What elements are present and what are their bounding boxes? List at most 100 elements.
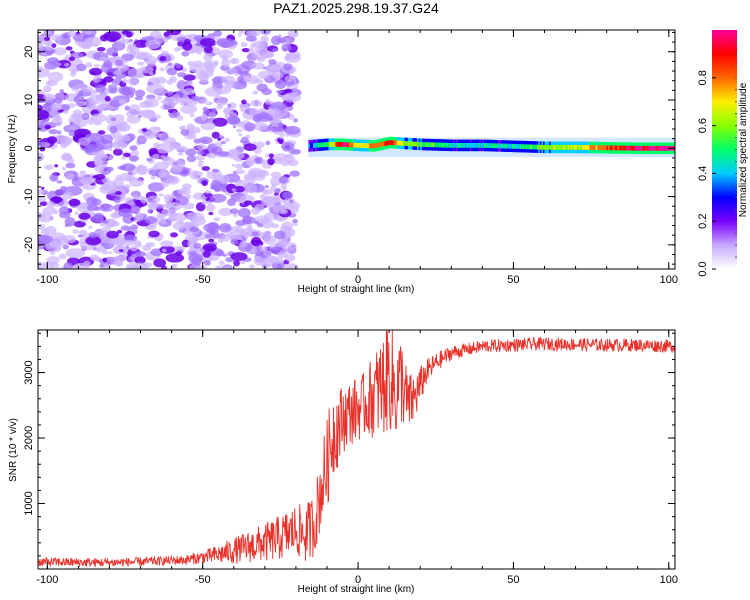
noise-speckle [245,134,251,139]
signal-band-core [376,142,379,148]
noise-speckle [273,204,287,214]
noise-speckle [214,141,223,148]
noise-speckle [229,208,239,215]
noise-speckle [276,90,283,94]
noise-speckle [38,124,44,130]
signal-band-core [367,143,370,149]
noise-speckle [156,96,162,101]
noise-speckle [117,99,127,104]
noise-speckle [38,234,53,245]
signal-band-core [328,142,331,147]
noise-speckle [50,34,63,41]
signal-band-core [435,142,438,148]
noise-speckle [256,83,268,92]
noise-speckle [270,176,282,187]
signal-band-core [420,142,423,147]
noise-speckle [279,133,286,137]
noise-speckle [113,255,125,262]
noise-speckle [141,128,148,132]
noise-speckle [260,30,272,35]
chart-title: PAZ1.2025.298.19.37.G24 [273,0,439,16]
noise-speckle [230,239,239,245]
signal-band-core [454,142,457,148]
noise-speckle [112,56,125,67]
signal-band-core [653,145,656,151]
noise-speckle [110,83,117,87]
signal-band-core [457,142,460,148]
noise-speckle [71,86,80,92]
signal-band-core [532,144,535,150]
noise-speckle [133,39,149,48]
noise-speckle [40,186,45,190]
noise-speckle [64,63,70,67]
signal-band-core [522,144,525,150]
noise-speckle [99,264,104,268]
noise-speckle [62,244,69,250]
signal-band-core [595,145,598,151]
signal-band-core [493,143,496,149]
noise-speckle [188,251,198,256]
noise-speckle [265,99,270,102]
signal-band-core [500,143,504,149]
signal-band-core [637,145,640,151]
noise-speckle [126,115,141,124]
noise-speckle [207,222,219,230]
noise-speckle [180,104,198,114]
noise-speckle [44,261,54,269]
signal-band-core [365,143,368,149]
noise-speckle [166,176,180,185]
noise-speckle [161,248,167,253]
signal-band-core [528,144,532,150]
noise-speckle [240,42,248,48]
signal-band-core [609,145,612,151]
noise-speckle [232,125,237,129]
noise-speckles [38,30,302,269]
noise-speckle [252,154,259,159]
signal-band-core [479,142,482,148]
noise-speckle [148,230,160,238]
noise-speckle [210,231,216,236]
signal-band-core [497,143,501,149]
noise-speckle [175,64,182,69]
noise-speckle [199,98,207,104]
noise-speckle [38,110,49,120]
noise-speckle [145,39,161,50]
noise-speckle [273,157,283,165]
noise-speckle [147,209,152,213]
noise-speckle [147,182,165,192]
noise-speckle [229,225,244,236]
noise-speckle [94,64,100,68]
noise-speckle [169,143,179,150]
noise-speckle [38,154,45,161]
noise-speckle [199,38,216,47]
noise-speckle [121,30,130,35]
noise-speckle [230,58,240,65]
noise-speckle [204,86,223,97]
noise-speckle [235,163,244,170]
noise-speckle [281,241,297,251]
noise-speckle [150,175,156,180]
noise-speckle [87,143,104,152]
signal-band-core [471,142,474,148]
noise-speckle [243,182,248,187]
signal-band-core [372,143,375,149]
noise-speckle [165,253,185,263]
noise-speckle [170,264,176,269]
noise-speckle [136,264,143,269]
noise-speckle [233,259,241,267]
noise-speckle [120,172,132,182]
signal-band-core [401,140,404,146]
signal-band-core [339,142,342,147]
noise-speckle [159,56,167,62]
noise-speckle [204,190,212,194]
noise-speckle [230,252,248,261]
noise-speckle [128,39,133,43]
noise-speckle [238,30,244,34]
noise-speckle [244,122,256,132]
noise-speckle [271,35,282,46]
signal-band-core [521,144,524,150]
noise-speckle [65,248,85,259]
noise-speckle [78,212,91,220]
noise-speckle [161,171,167,176]
